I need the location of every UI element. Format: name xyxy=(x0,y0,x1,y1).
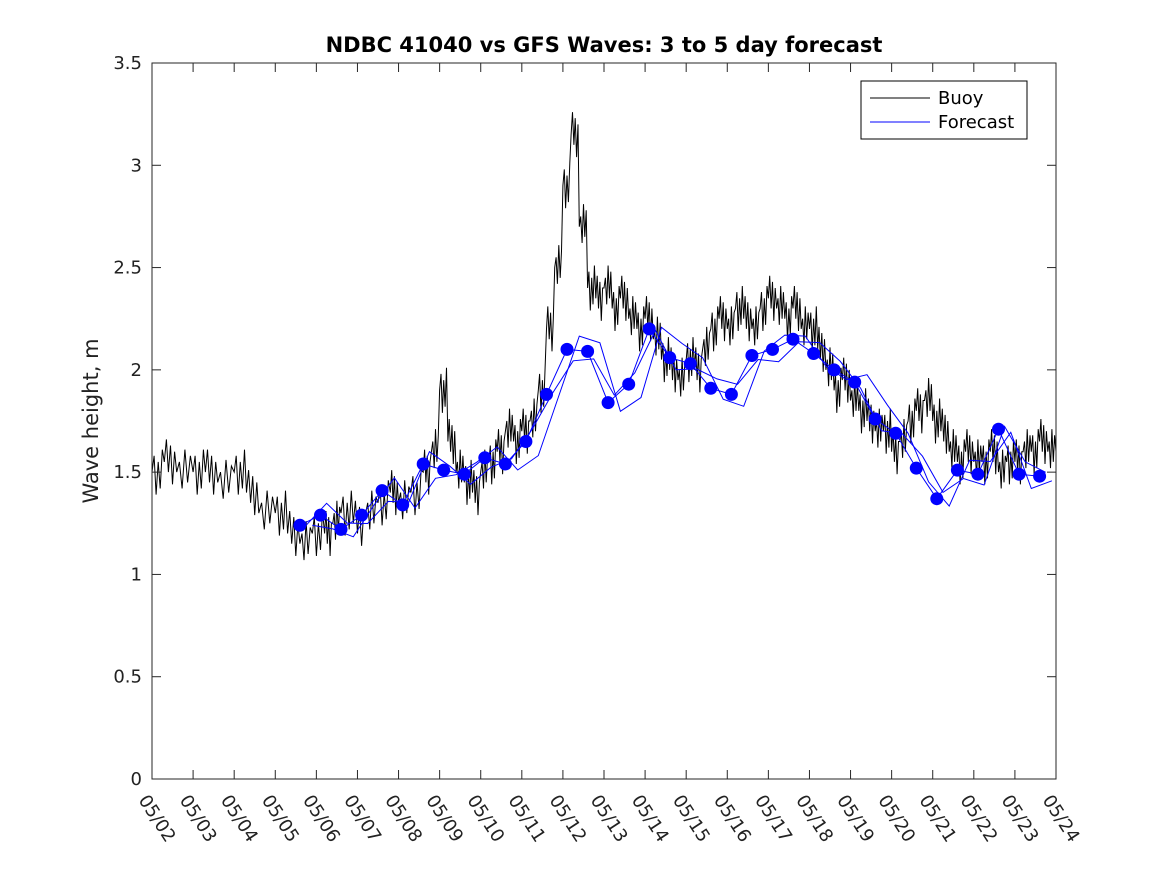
forecast-point-34 xyxy=(992,422,1005,436)
forecast-point-6 xyxy=(416,457,430,471)
forecast-point-9 xyxy=(478,451,492,465)
forecast-point-5 xyxy=(396,498,410,512)
x-tick-label-11: 05/13 xyxy=(586,791,632,846)
x-tick-label-5: 05/07 xyxy=(339,791,385,846)
x-tick-label-16: 05/18 xyxy=(791,791,837,846)
forecast-point-14 xyxy=(581,344,595,358)
forecast-point-36 xyxy=(1033,469,1047,483)
x-tick-label-10: 05/12 xyxy=(545,791,591,846)
x-tick-label-4: 05/06 xyxy=(298,791,344,846)
y-tick-label-5: 2.5 xyxy=(113,258,142,279)
x-tick-label-21: 05/23 xyxy=(997,791,1043,846)
forecast-point-17 xyxy=(642,322,656,336)
forecast-point-35 xyxy=(1012,467,1026,481)
forecast-point-23 xyxy=(766,342,779,356)
y-axis-label: Wave height, m xyxy=(79,338,103,503)
legend: Buoy Forecast xyxy=(860,80,1028,140)
y-tick-label-3: 1.5 xyxy=(113,462,142,483)
legend-label-forecast: Forecast xyxy=(938,112,1014,133)
x-tick-label-14: 05/16 xyxy=(709,791,755,846)
plot-background xyxy=(152,63,1056,779)
forecast-point-32 xyxy=(950,463,964,477)
forecast-point-25 xyxy=(807,347,821,360)
forecast-point-27 xyxy=(848,375,862,389)
forecast-point-30 xyxy=(909,461,923,475)
y-tick-label-0: 0 xyxy=(131,769,142,790)
forecast-point-22 xyxy=(745,349,759,362)
series-line-buoy xyxy=(151,112,1057,561)
y-tick-label-1: 0.5 xyxy=(113,667,142,688)
chart-title: NDBC 41040 vs GFS Waves: 3 to 5 day fore… xyxy=(326,33,883,57)
y-tick-label-2: 1 xyxy=(131,564,142,585)
legend-label-buoy: Buoy xyxy=(938,88,984,109)
y-tick-label-4: 2 xyxy=(131,360,142,381)
forecast-point-19 xyxy=(683,357,697,371)
forecast-point-21 xyxy=(724,387,738,401)
y-tick-label-7: 3.5 xyxy=(113,53,142,74)
x-tick-label-12: 05/14 xyxy=(627,791,673,846)
x-tick-label-15: 05/17 xyxy=(750,791,796,846)
x-tick-label-9: 05/11 xyxy=(504,791,550,846)
forecast-point-26 xyxy=(827,363,841,377)
forecast-point-13 xyxy=(560,342,574,356)
x-tick-label-13: 05/15 xyxy=(668,791,714,846)
forecast-point-16 xyxy=(622,377,636,391)
forecast-point-11 xyxy=(519,435,533,448)
x-tick-label-1: 05/03 xyxy=(175,791,221,846)
forecast-point-4 xyxy=(375,484,389,498)
forecast-point-2 xyxy=(334,522,348,536)
forecast-point-15 xyxy=(601,396,615,410)
x-tick-label-7: 05/09 xyxy=(421,791,467,846)
forecast-point-7 xyxy=(437,463,451,477)
forecast-point-20 xyxy=(704,381,718,395)
forecast-point-24 xyxy=(786,332,800,346)
legend-box xyxy=(860,80,1028,140)
x-tick-label-2: 05/04 xyxy=(216,791,262,846)
forecast-point-31 xyxy=(930,492,944,506)
forecast-point-3 xyxy=(355,508,369,522)
x-tick-label-8: 05/10 xyxy=(463,791,509,846)
forecast-point-12 xyxy=(540,387,553,401)
series-line-forecast-2 xyxy=(312,326,1053,538)
x-tick-label-22: 05/24 xyxy=(1038,791,1084,846)
x-tick-label-3: 05/05 xyxy=(257,791,303,846)
x-tick-label-17: 05/19 xyxy=(832,791,878,846)
forecast-point-8 xyxy=(457,467,471,481)
forecast-point-1 xyxy=(314,508,327,522)
x-tick-label-19: 05/21 xyxy=(915,791,961,846)
series-line-forecast-1 xyxy=(305,329,1046,526)
x-tick-label-18: 05/20 xyxy=(873,791,919,846)
x-tick-label-6: 05/08 xyxy=(380,791,426,846)
y-tick-label-6: 3 xyxy=(131,155,142,176)
x-tick-label-0: 05/02 xyxy=(134,791,180,846)
plot-area xyxy=(152,63,1056,779)
series-layer xyxy=(151,112,1057,561)
forecast-point-18 xyxy=(663,351,677,365)
forecast-point-28 xyxy=(868,412,882,426)
forecast-point-0 xyxy=(293,518,307,532)
forecast-point-29 xyxy=(889,426,903,440)
x-tick-label-20: 05/22 xyxy=(956,791,1002,846)
forecast-point-33 xyxy=(971,467,985,481)
forecast-point-10 xyxy=(498,457,512,471)
